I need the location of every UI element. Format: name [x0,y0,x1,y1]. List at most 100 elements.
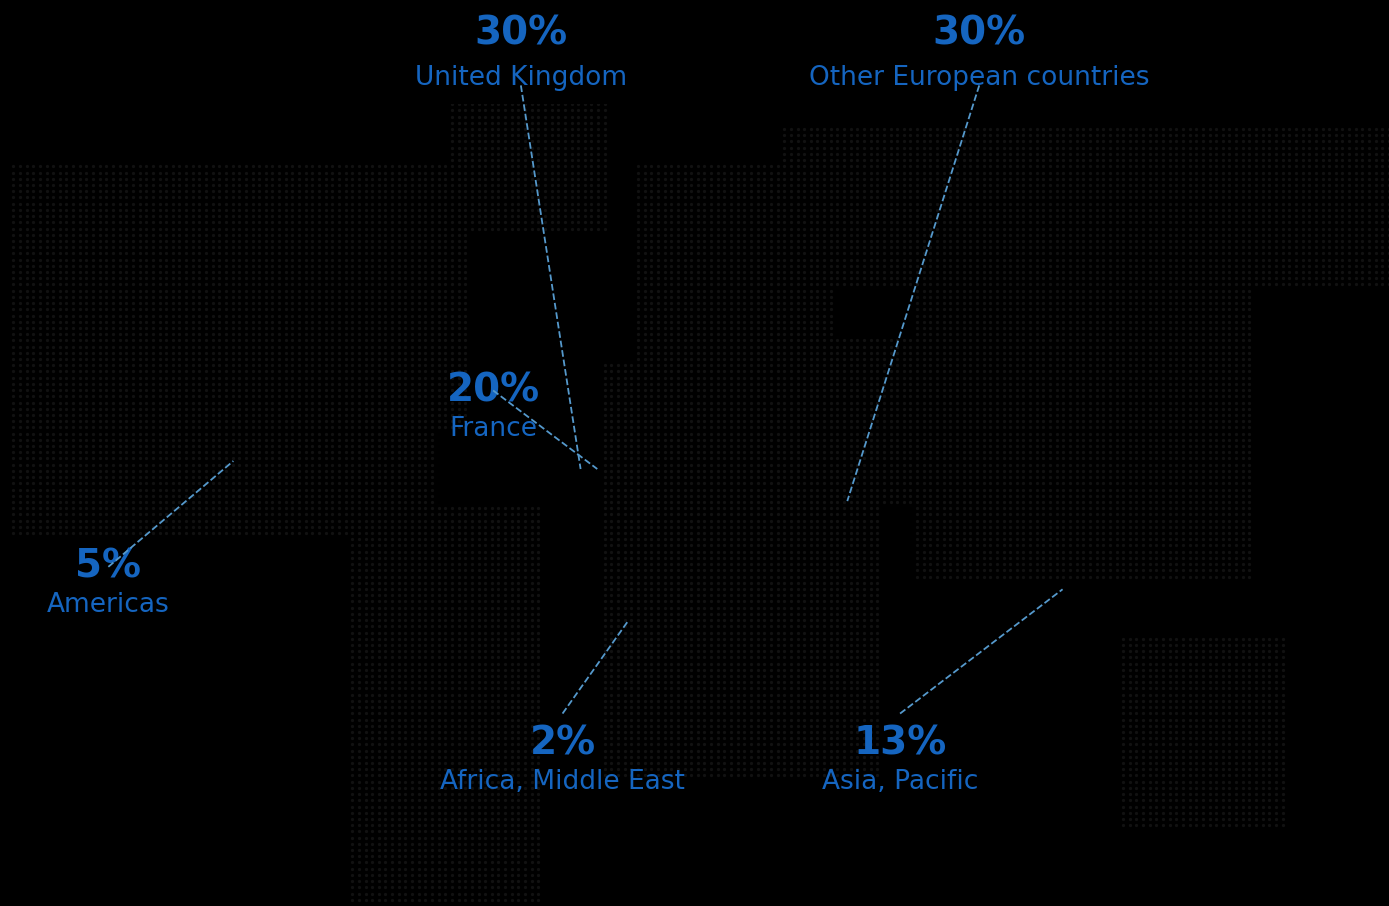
Point [474,625,496,640]
Point [786,762,808,776]
Point [8,525,31,540]
Point [540,190,563,205]
Point [774,545,796,559]
Point [633,364,656,379]
Point [621,612,643,627]
Point [89,408,111,422]
Point [1020,340,1042,354]
Point [228,445,250,459]
Point [1332,121,1354,136]
Point [1079,414,1101,429]
Point [999,184,1021,198]
Point [1206,470,1228,485]
Point [1292,265,1314,279]
Point [965,246,988,261]
Point [965,507,988,522]
Point [242,227,264,242]
Point [1218,488,1240,503]
Point [254,277,276,292]
Point [1053,340,1075,354]
Point [1118,749,1140,764]
Point [1364,121,1386,136]
Point [1292,221,1314,236]
Point [826,221,849,236]
Point [986,253,1008,267]
Point [1072,389,1095,403]
Point [421,258,443,273]
Point [1125,545,1147,559]
Point [946,184,968,198]
Point [1265,669,1288,683]
Point [1172,445,1195,459]
Point [879,134,901,149]
Point [1079,383,1101,398]
Point [1218,799,1240,814]
Point [474,756,496,770]
Point [68,488,90,503]
Point [500,824,522,839]
Point [42,277,64,292]
Point [1185,694,1207,708]
Point [760,638,782,652]
Point [1225,638,1247,652]
Point [960,401,982,416]
Point [1211,731,1233,746]
Point [1185,290,1207,304]
Point [760,488,782,503]
Point [839,147,861,161]
Point [779,612,801,627]
Point [607,420,629,435]
Point [813,302,835,316]
Point [1185,699,1207,714]
Point [714,246,736,261]
Point [221,184,243,198]
Point [375,675,397,689]
Point [867,171,889,186]
Point [481,128,503,142]
Point [354,501,376,516]
Point [254,377,276,391]
Point [235,178,257,192]
Point [500,532,522,546]
Point [481,184,503,198]
Point [1065,290,1088,304]
Point [175,482,197,496]
Point [342,340,364,354]
Point [886,203,908,217]
Point [733,582,756,596]
Point [1245,799,1267,814]
Point [647,277,669,292]
Point [960,557,982,572]
Point [953,371,975,385]
Point [1299,190,1321,205]
Point [1271,669,1293,683]
Point [846,340,868,354]
Point [375,601,397,615]
Point [867,564,889,578]
Point [640,638,663,652]
Point [294,401,317,416]
Point [726,240,749,255]
Point [707,532,729,546]
Point [1158,787,1181,802]
Point [421,731,443,746]
Point [342,234,364,248]
Point [156,253,178,267]
Point [275,258,297,273]
Point [774,762,796,776]
Point [342,520,364,535]
Point [128,501,150,516]
Point [860,432,882,447]
Point [454,874,476,889]
Point [1351,159,1374,174]
Point [640,725,663,739]
Point [440,525,463,540]
Point [1106,159,1128,174]
Point [779,395,801,410]
Point [407,253,429,267]
Point [820,253,842,267]
Point [760,184,782,198]
Point [886,458,908,472]
Point [288,190,310,205]
Point [474,656,496,670]
